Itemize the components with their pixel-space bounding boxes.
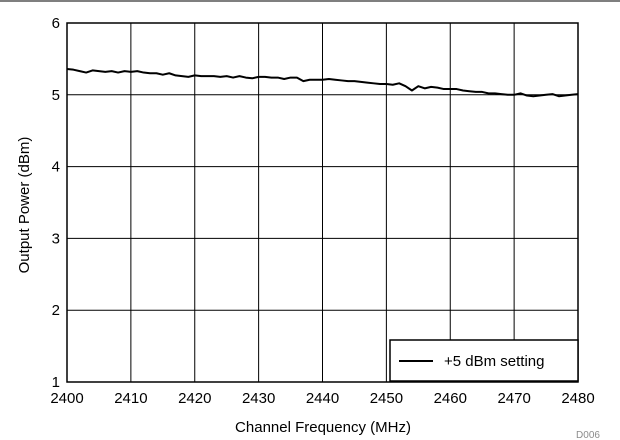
x-tick-label: 2460 — [434, 390, 467, 407]
y-axis-label: Output Power (dBm) — [16, 137, 33, 274]
series-line — [66, 67, 579, 98]
x-tick-label: 2410 — [114, 390, 147, 407]
y-tick-label: 3 — [52, 230, 60, 247]
x-tick-label: 2480 — [561, 390, 594, 407]
y-tick-label: 1 — [52, 374, 60, 391]
y-tick-label: 5 — [52, 87, 60, 104]
plot-frame — [66, 22, 579, 383]
x-tick-label: 2400 — [50, 390, 83, 407]
x-tick-labels: 2400 2410 2420 2430 2440 2450 2460 2470 2480 — [50, 390, 594, 407]
y-tick-labels: 1 2 3 4 5 6 — [52, 15, 60, 391]
y-tick-label: 6 — [52, 15, 60, 32]
figure-code: D006 — [576, 430, 600, 440]
x-tick-label: 2450 — [370, 390, 403, 407]
x-tick-label: 2430 — [242, 390, 275, 407]
series-layer — [66, 67, 579, 98]
grid-lines — [66, 22, 579, 383]
legend: +5 dBm setting — [389, 339, 579, 382]
x-axis-label: Channel Frequency (MHz) — [235, 419, 411, 436]
x-tick-label: 2420 — [178, 390, 211, 407]
x-tick-label: 2470 — [497, 390, 530, 407]
top-rule — [0, 0, 620, 2]
legend-label: +5 dBm setting — [444, 353, 544, 370]
y-tick-label: 4 — [52, 159, 60, 176]
y-tick-label: 2 — [52, 302, 60, 319]
x-tick-label: 2440 — [306, 390, 339, 407]
